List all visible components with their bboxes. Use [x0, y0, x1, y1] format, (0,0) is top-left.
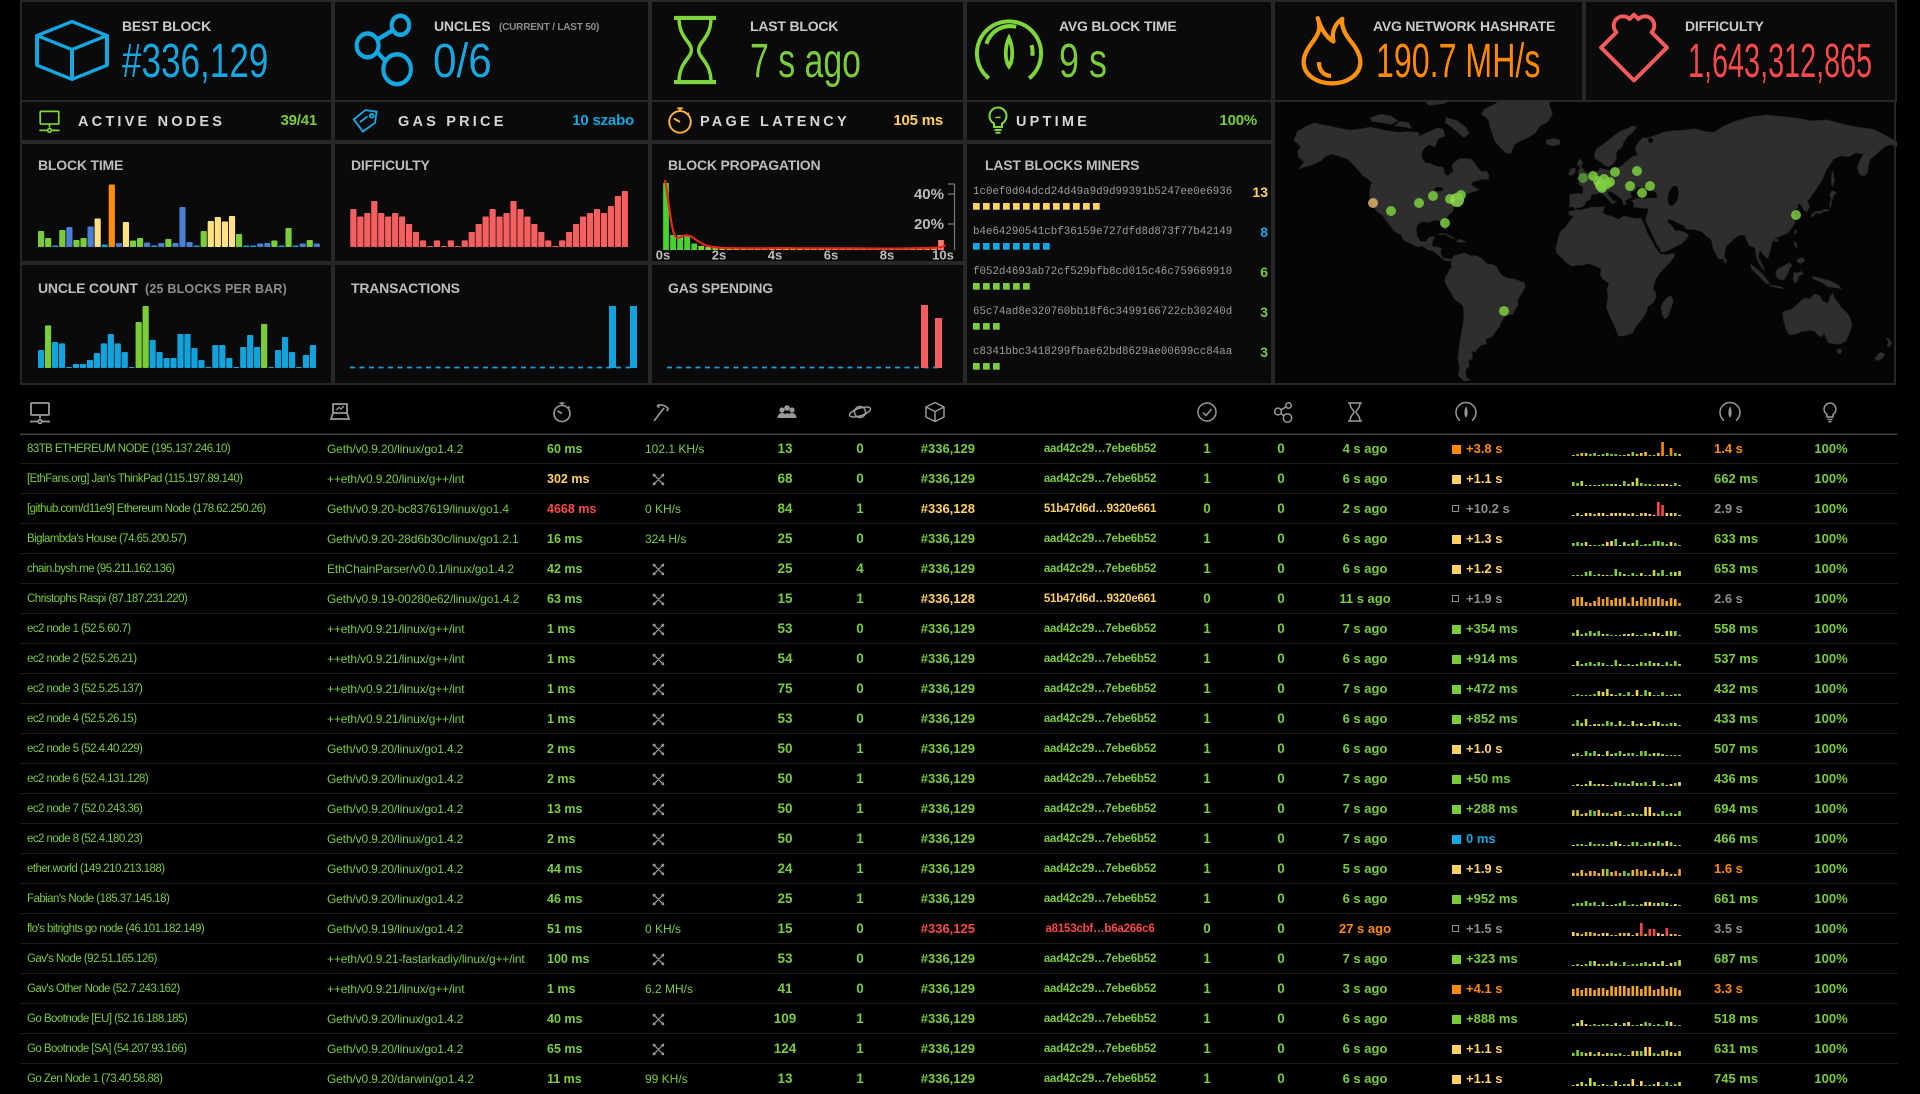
svg-text:10s: 10s — [932, 248, 954, 263]
svg-text:20%: 20% — [914, 216, 944, 233]
svg-text:4s: 4s — [768, 248, 782, 263]
svg-text:2s: 2s — [712, 248, 726, 263]
svg-text:40%: 40% — [914, 186, 944, 203]
svg-text:0s: 0s — [656, 248, 670, 263]
svg-text:8s: 8s — [880, 248, 894, 263]
svg-text:6s: 6s — [824, 248, 838, 263]
